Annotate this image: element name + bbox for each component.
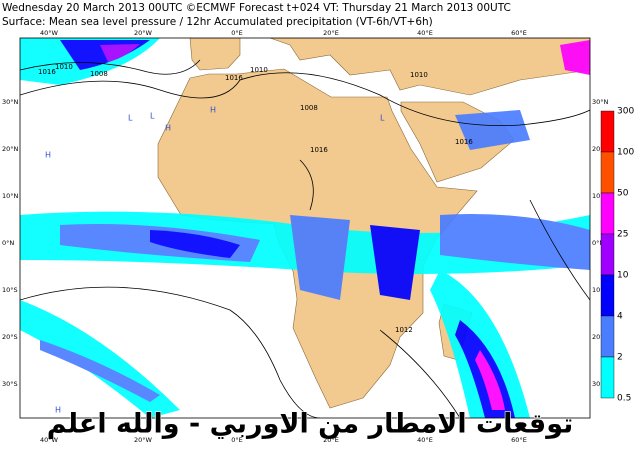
isobar-label: 1016: [455, 138, 473, 146]
lon-label-bottom: 20°E: [323, 436, 339, 444]
overlay-text: توقعات الامطار من الاوربي - والله اعلم: [47, 409, 574, 440]
header-line2: Surface: Mean sea level pressure / 12hr …: [2, 16, 433, 28]
lat-label-right: 20°S: [592, 333, 608, 341]
pressure-centre: L: [128, 114, 133, 123]
lat-label-right: 30°N: [592, 98, 609, 106]
isobar-label: 1008: [90, 70, 108, 78]
lat-label-left: 30°S: [2, 380, 18, 388]
pressure-centre: L: [380, 114, 385, 123]
isobars: [20, 59, 590, 418]
pressure-centre: L: [150, 112, 155, 121]
lon-label-bottom: 20°W: [134, 436, 153, 444]
lat-label-right: 10°N: [592, 192, 609, 200]
isobar-label: 1008: [300, 104, 318, 112]
lon-label-top: 0°E: [231, 29, 243, 37]
isobar-label: 1012: [395, 326, 413, 334]
colorbar-label: 4: [617, 312, 623, 322]
colorbar-band: [600, 233, 615, 276]
colorbar-band: [600, 151, 615, 194]
lon-label-top: 20°W: [134, 29, 153, 37]
header-line1: Wednesday 20 March 2013 00UTC ©ECMWF For…: [2, 2, 511, 14]
colorbar-band: [600, 274, 615, 317]
colorbar-label: 2: [617, 353, 623, 363]
lon-label-bottom: 60°E: [511, 436, 527, 444]
lat-label-left: 20°N: [2, 145, 19, 153]
lat-label-right: 0°N: [592, 239, 604, 247]
pressure-centre: H: [55, 406, 61, 415]
pressure-centre: H: [165, 124, 171, 133]
colorbar-label: 10: [617, 271, 629, 281]
isobar-label: 1016: [38, 68, 56, 76]
lon-label-bottom: 40°E: [417, 436, 433, 444]
lat-label-left: 30°N: [2, 98, 19, 106]
pressure-centre: H: [45, 151, 51, 160]
lat-label-right: 10°S: [592, 286, 608, 294]
colorbar-label: 100: [617, 148, 634, 158]
isobar-label: 1010: [250, 66, 268, 74]
lon-label-top: 20°E: [323, 29, 339, 37]
lon-label-top: 40°E: [417, 29, 433, 37]
lat-label-left: 10°S: [2, 286, 18, 294]
colorbar-band: [600, 192, 615, 235]
lat-label-left: 10°N: [2, 192, 19, 200]
lon-label-bottom: 0°E: [231, 436, 243, 444]
colorbar-label: 25: [617, 230, 628, 240]
colorbar-label: 300: [617, 107, 634, 117]
lat-label-left: 20°S: [2, 333, 18, 341]
colorbar-band: [600, 356, 615, 399]
colorbar-label: 0.5: [617, 394, 631, 404]
map-frame: [19, 37, 591, 419]
lat-label-right: 30°S: [592, 380, 608, 388]
colorbar-band: [600, 315, 615, 358]
isobar-label: 1016: [225, 74, 243, 82]
colorbar-band: [600, 110, 615, 153]
colorbar-label: 50: [617, 189, 629, 199]
lat-label-left: 0°N: [2, 239, 14, 247]
isobar-label: 1010: [55, 63, 73, 71]
isobar-label: 1016: [310, 146, 328, 154]
lat-label-right: 20°N: [592, 145, 609, 153]
lon-label-top: 60°E: [511, 29, 527, 37]
lon-label-bottom: 40°W: [40, 436, 59, 444]
lon-label-top: 40°W: [40, 29, 59, 37]
precipitation: [20, 38, 590, 418]
isobar-label: 1010: [410, 71, 428, 79]
pressure-centre: H: [210, 106, 216, 115]
